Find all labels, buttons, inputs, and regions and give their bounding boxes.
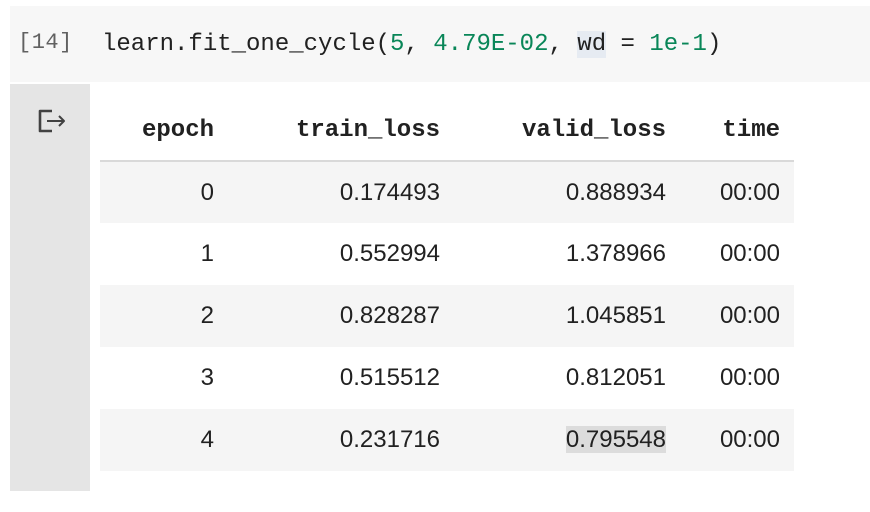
cell-train-loss: 0.552994	[339, 240, 440, 267]
cell-train-loss: 0.231716	[339, 426, 440, 453]
table-row: 1 0.552994 1.378966 00:00	[100, 223, 794, 285]
code-keyword-wd: wd	[577, 31, 607, 58]
table-row: 4 0.231716 0.795548 00:00	[100, 409, 794, 471]
code-close-paren: )	[706, 31, 722, 58]
code-separator: ,	[404, 31, 434, 58]
code-editor-line[interactable]: learn.fit_one_cycle(5, 4.79E-02, wd = 1e…	[102, 30, 721, 60]
code-arg-lr: 4.79E-02	[433, 31, 549, 58]
cell-valid-loss: 1.378966	[565, 240, 666, 267]
cell-epoch: 1	[200, 240, 214, 267]
code-arg-epochs: 5	[390, 31, 405, 58]
cell-train-loss: 0.515512	[339, 364, 440, 391]
output-redirect-icon[interactable]	[36, 106, 70, 136]
code-separator: ,	[548, 31, 578, 58]
header-valid-loss: valid_loss	[454, 100, 680, 162]
code-arg-wd: 1e-1	[649, 31, 707, 58]
cell-train-loss: 0.828287	[339, 302, 440, 329]
cell-time: 00:00	[719, 178, 780, 206]
cell-time: 00:00	[719, 240, 780, 267]
cell-time: 00:00	[719, 302, 780, 329]
cell-valid-loss: 0.795548	[454, 409, 680, 471]
table-row: 3 0.515512 0.812051 00:00	[100, 347, 794, 409]
table-header-row: epoch train_loss valid_loss time	[100, 100, 794, 162]
selected-text[interactable]: 0.795548	[565, 426, 666, 453]
cell-time: 00:00	[719, 426, 780, 453]
code-cell[interactable]: [14] learn.fit_one_cycle(5, 4.79E-02, wd…	[10, 6, 870, 82]
cell-valid-loss: 1.045851	[565, 302, 666, 329]
code-equals: =	[606, 31, 650, 58]
execution-count: [14]	[18, 30, 73, 55]
cell-valid-loss: 0.812051	[565, 364, 666, 391]
cell-valid-loss: 0.888934	[565, 178, 666, 206]
table-row: 2 0.828287 1.045851 00:00	[100, 285, 794, 347]
header-time: time	[680, 100, 794, 162]
output-gutter	[10, 84, 90, 491]
cell-train-loss: 0.174493	[339, 178, 440, 206]
cell-epoch: 0	[200, 178, 214, 206]
cell-time: 00:00	[719, 364, 780, 391]
cell-epoch: 3	[200, 364, 214, 391]
training-results-table: epoch train_loss valid_loss time 0 0.174…	[100, 100, 794, 471]
cell-epoch: 2	[200, 302, 214, 329]
header-epoch: epoch	[100, 100, 228, 162]
table-row: 0 0.174493 0.888934 00:00	[100, 161, 794, 223]
header-train-loss: train_loss	[228, 100, 454, 162]
cell-epoch: 4	[200, 426, 214, 453]
code-function: learn.fit_one_cycle(	[102, 31, 391, 58]
